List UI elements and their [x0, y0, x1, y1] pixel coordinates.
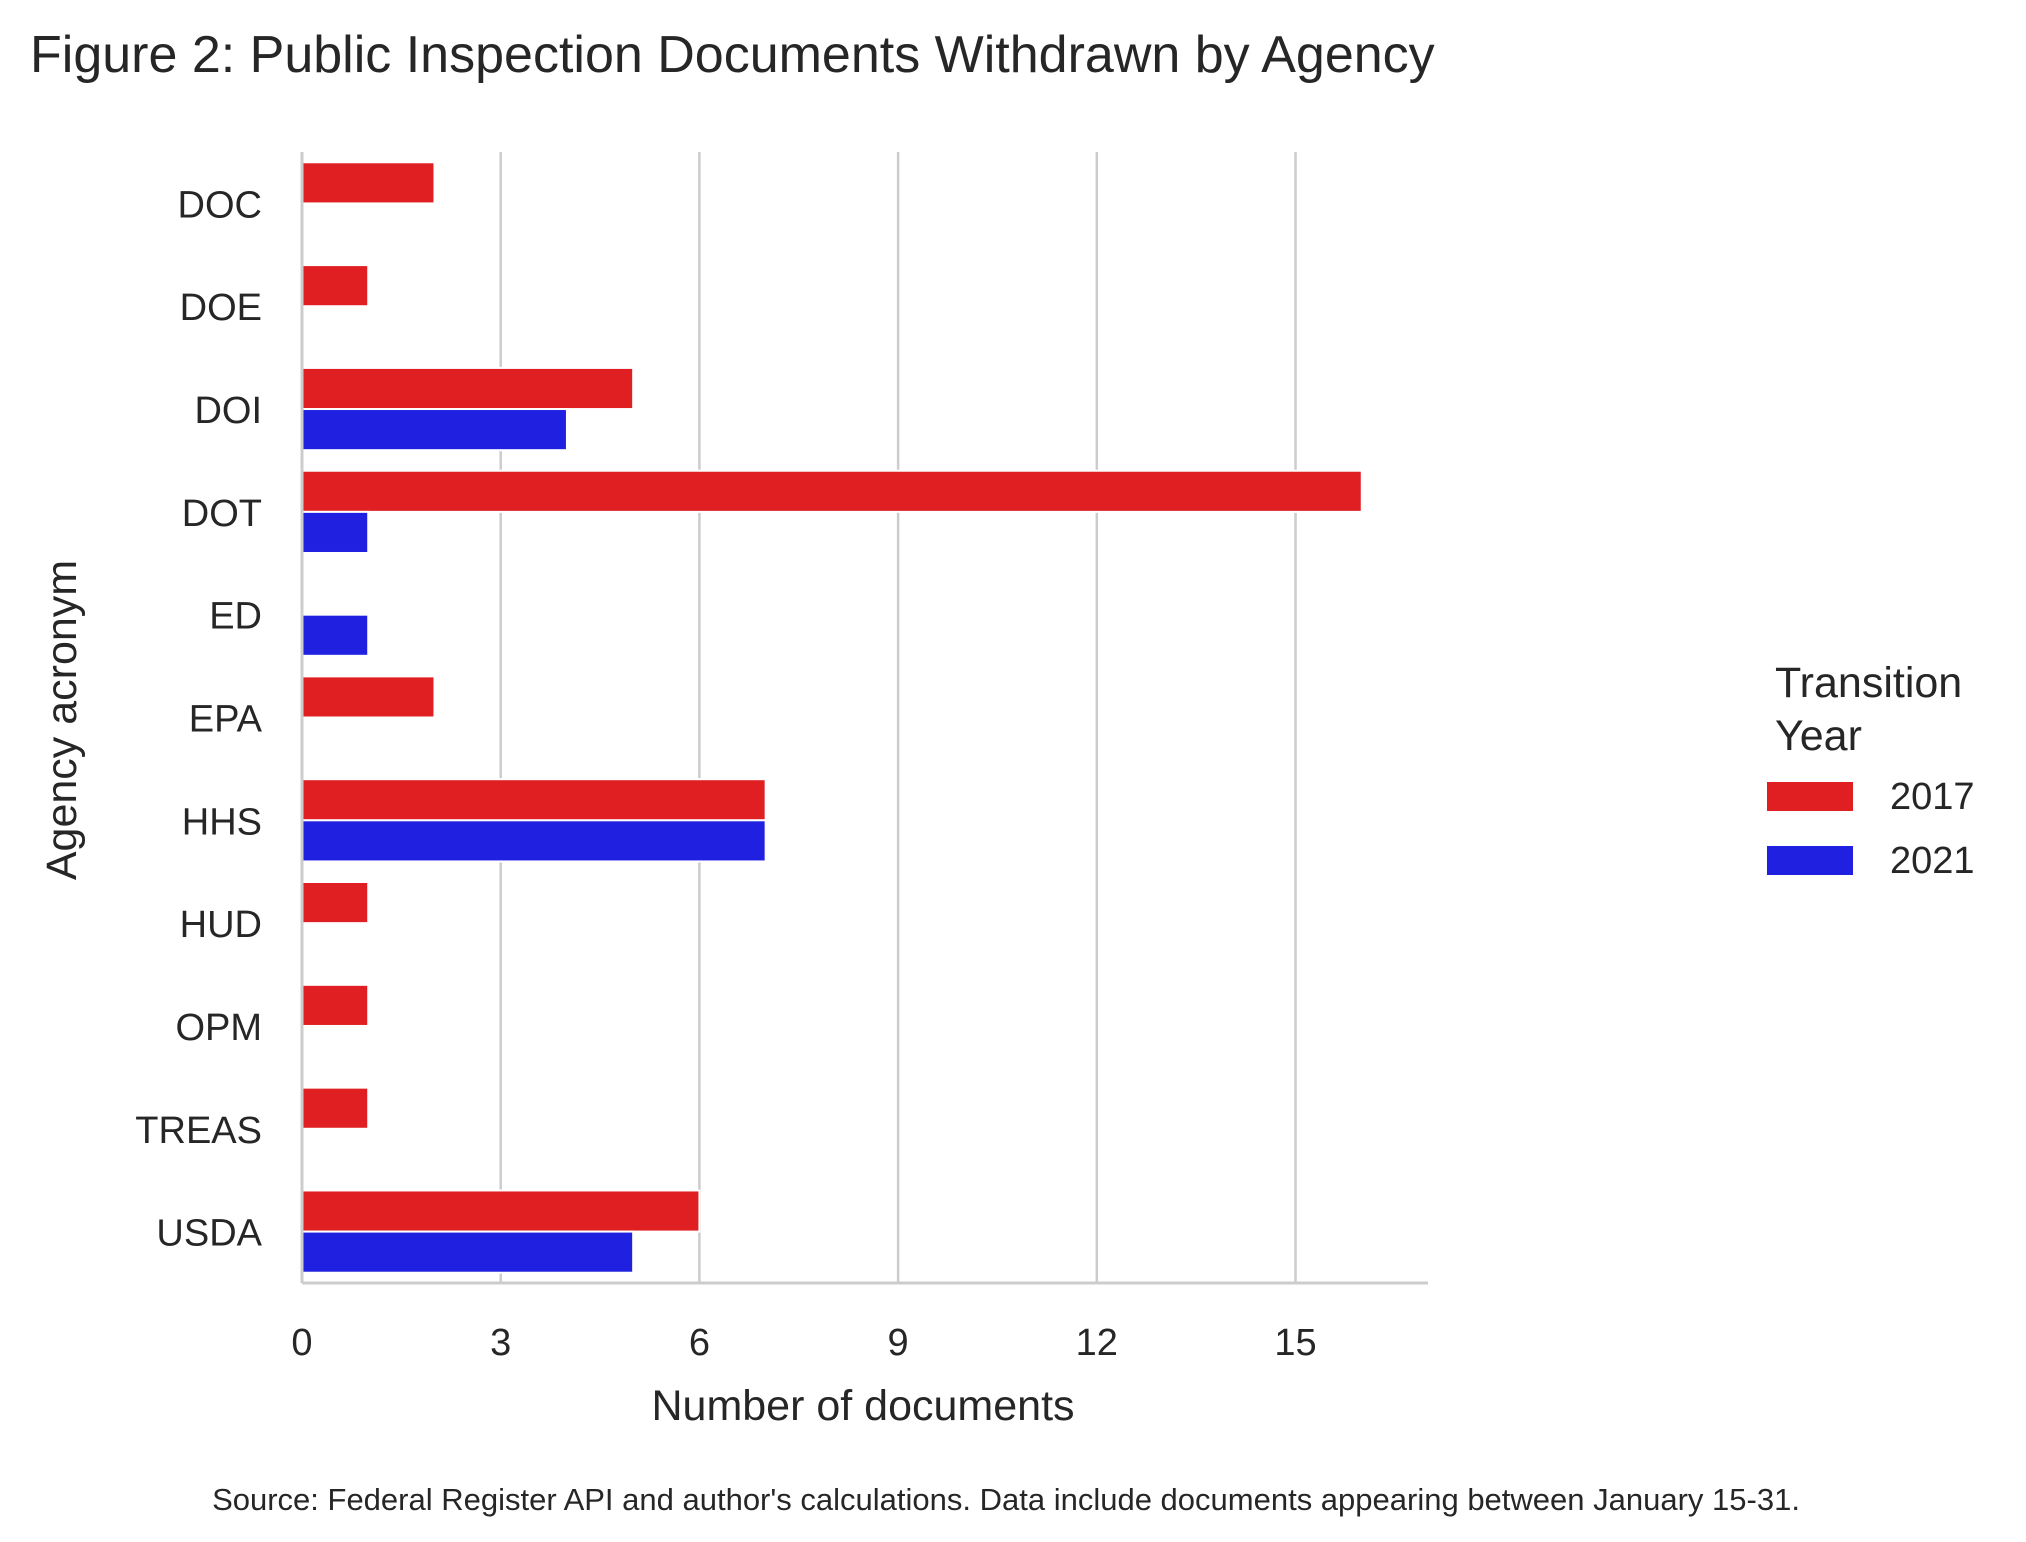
y-tick-label: EPA	[189, 699, 263, 741]
legend-label-2021: 2021	[1890, 840, 1975, 882]
y-tick-label: HHS	[182, 801, 262, 843]
x-tick-label: 6	[689, 1322, 710, 1364]
x-tick-label: 0	[291, 1322, 312, 1364]
bar-hhs-2021	[301, 819, 767, 863]
bars	[301, 161, 1363, 1274]
y-tick-label: OPM	[175, 1007, 262, 1049]
x-tick-label: 9	[888, 1322, 909, 1364]
legend-title-line-1: Transition	[1775, 659, 1962, 707]
y-tick-labels: DOC DOE DOI DOT ED EPA HHS HUD OPM TREAS USDA	[135, 184, 262, 1254]
bar-usda-2021	[301, 1230, 635, 1274]
chart-title: Figure 2: Public Inspection Documents Wi…	[30, 26, 1435, 84]
y-tick-label: DOC	[178, 184, 262, 226]
axes	[300, 152, 1428, 1285]
legend-entries: 2017 2021	[1767, 776, 1975, 882]
y-axis-label: Agency acronym	[38, 560, 86, 880]
x-tick-label: 3	[490, 1322, 511, 1364]
legend-swatch-2017	[1767, 782, 1853, 811]
bar-opm-2017	[301, 983, 370, 1027]
bar-hhs-2017	[301, 778, 767, 822]
legend-title: Transition Year	[1775, 659, 1974, 760]
y-tick-label: DOI	[194, 390, 262, 432]
bar-doi-2021	[301, 408, 568, 452]
bar-treas-2017	[301, 1086, 370, 1130]
y-tick-label: DOE	[180, 287, 262, 329]
grid-lines	[499, 152, 1297, 1283]
bar-epa-2017	[301, 675, 436, 719]
y-tick-label: HUD	[180, 904, 262, 946]
bar-dot-2017	[301, 469, 1363, 513]
x-tick-labels: 0 3 6 9 12 15	[291, 1322, 1316, 1364]
y-tick-label: ED	[209, 596, 262, 638]
y-tick-label: USDA	[156, 1213, 262, 1255]
footnote: Source: Federal Register API and author'…	[212, 1482, 1800, 1517]
bar-doe-2017	[301, 264, 370, 308]
y-tick-label: DOT	[182, 493, 262, 535]
bar-dot-2021	[301, 510, 370, 554]
y-tick-label: TREAS	[135, 1110, 262, 1152]
x-tick-label: 12	[1076, 1322, 1118, 1364]
legend: Transition Year 2017 2021	[1767, 659, 1975, 882]
bar-doi-2017	[301, 366, 635, 411]
bar-ed-2021	[301, 613, 370, 657]
bar-doc-2017	[301, 161, 436, 205]
legend-swatch-2021	[1767, 846, 1853, 875]
bar-usda-2017	[301, 1189, 701, 1233]
legend-title-line-2: Year	[1775, 712, 1862, 760]
x-tick-label: 15	[1274, 1322, 1316, 1364]
x-axis-label: Number of documents	[651, 1382, 1074, 1430]
legend-label-2017: 2017	[1890, 776, 1975, 818]
bar-hud-2017	[301, 881, 370, 925]
